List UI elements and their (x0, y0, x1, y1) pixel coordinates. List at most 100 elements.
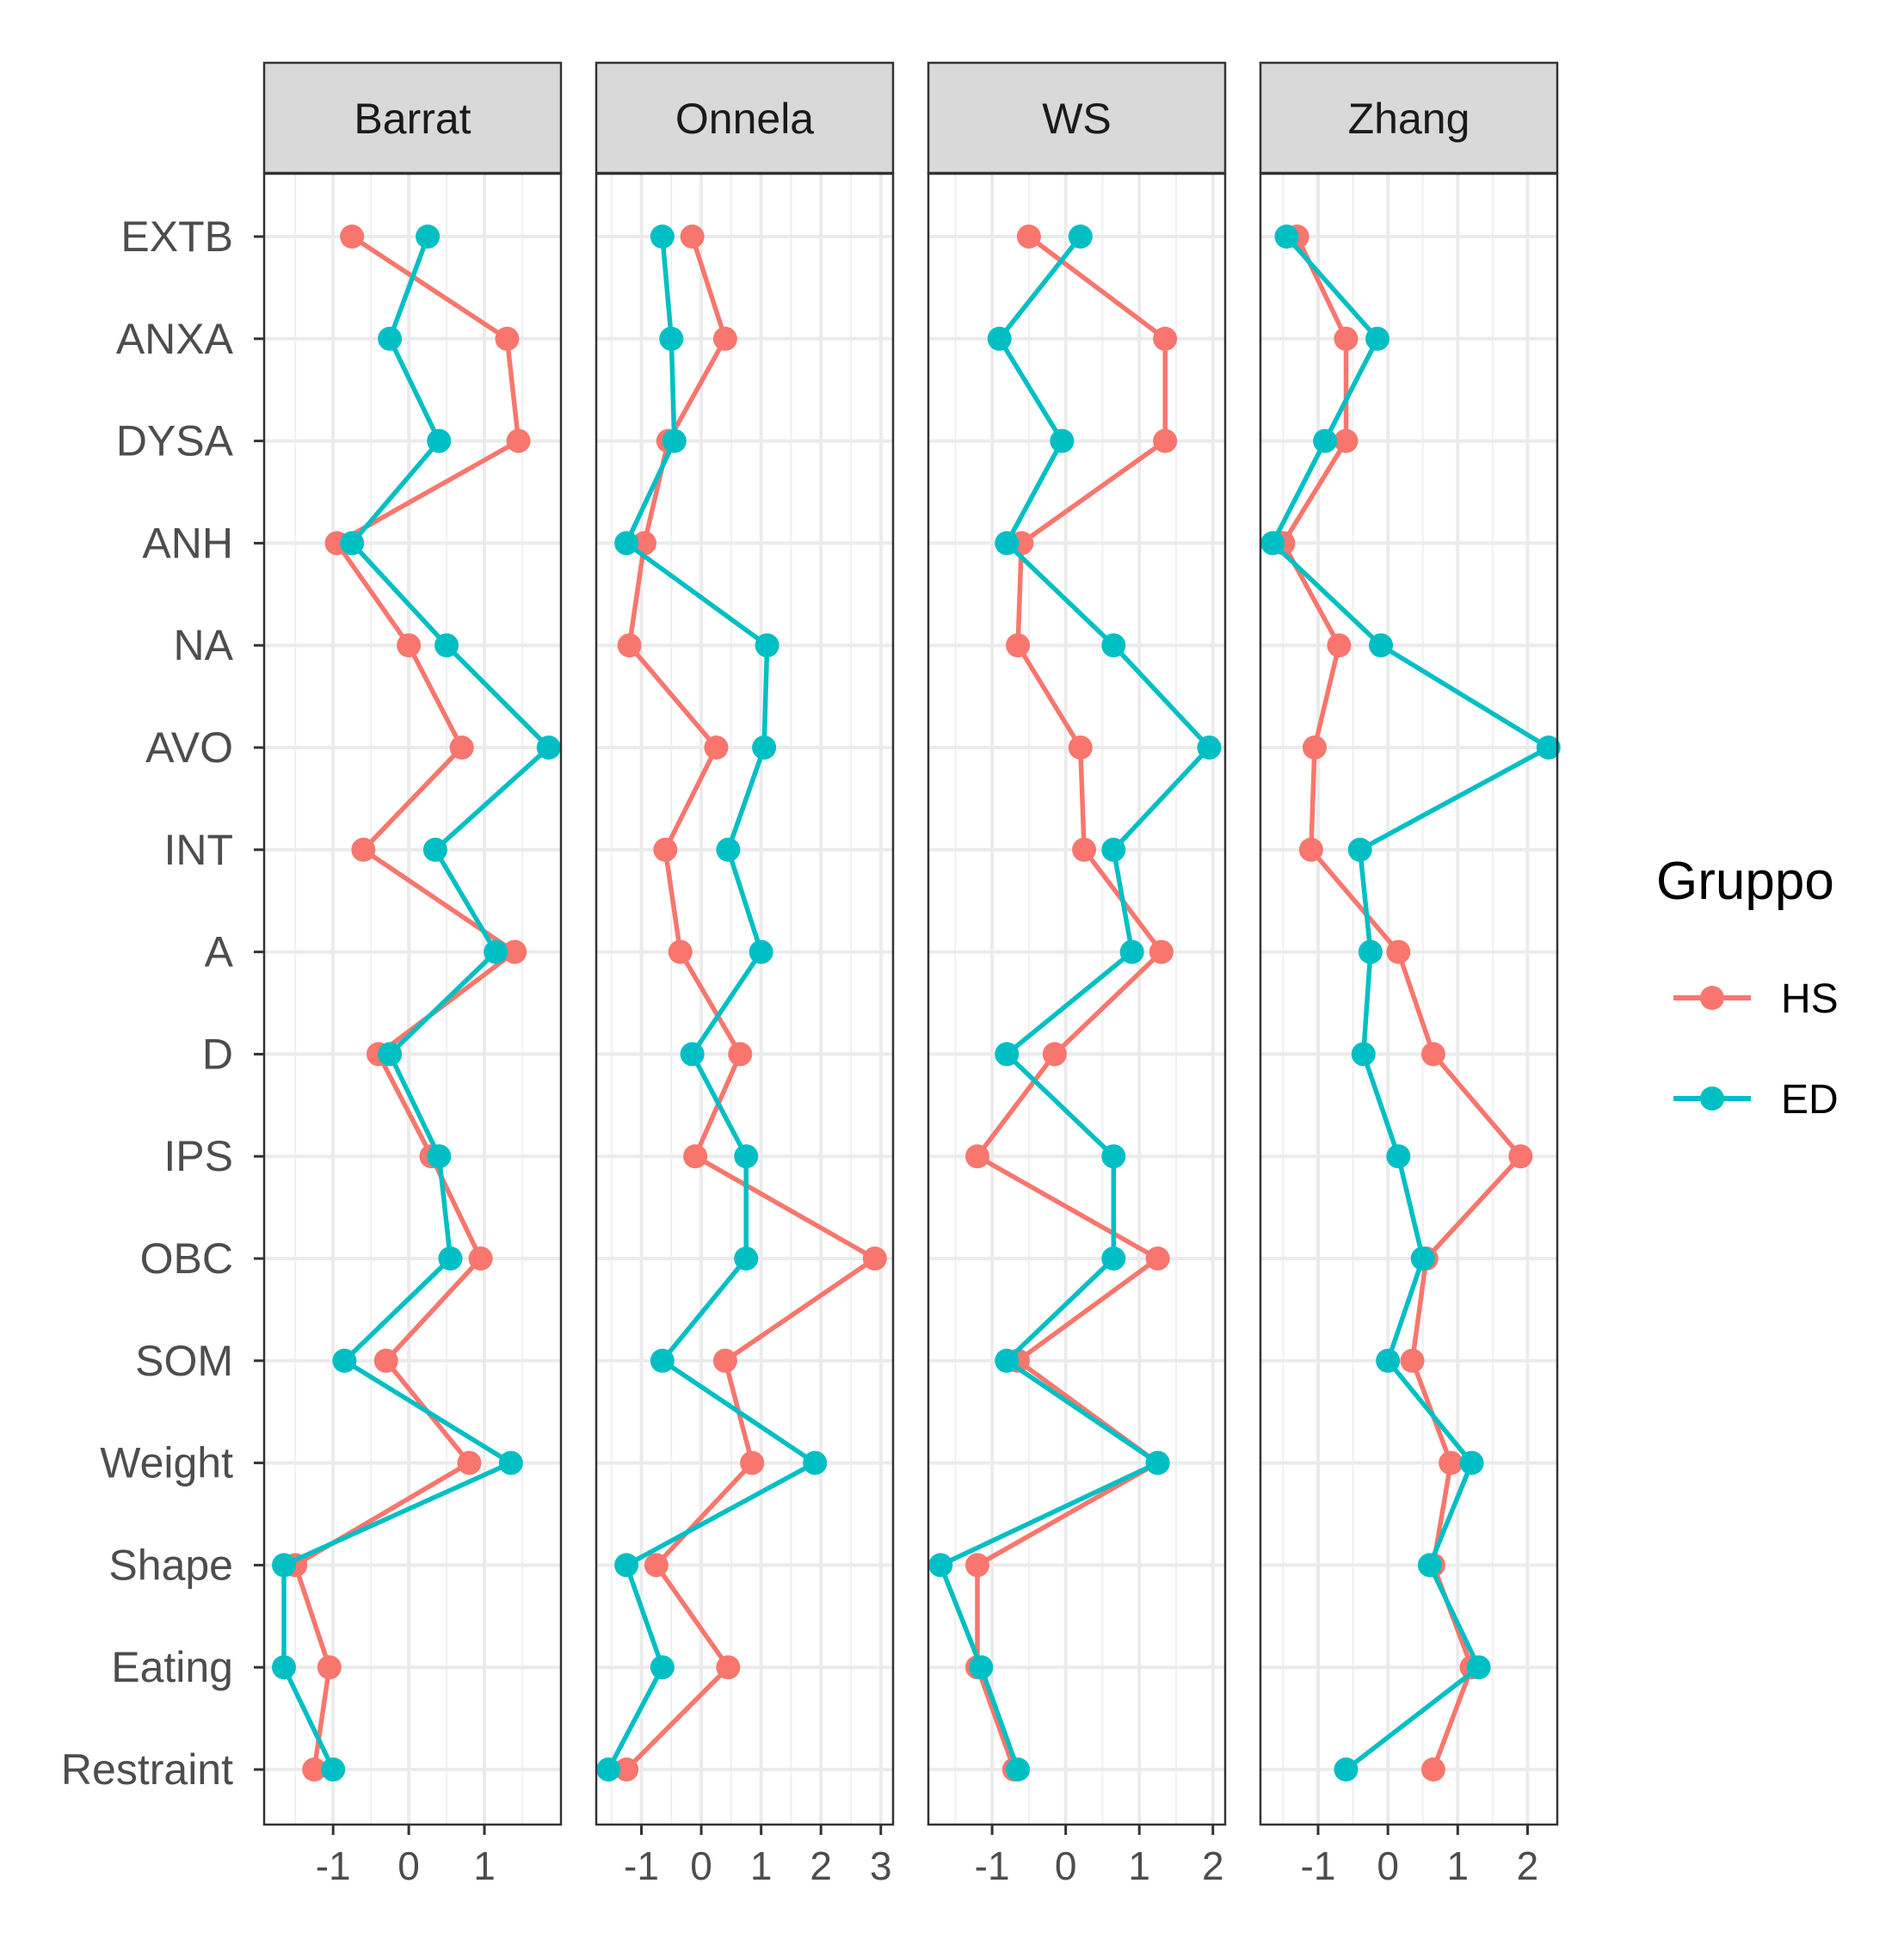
data-point-ed-obc (1410, 1246, 1435, 1271)
series-line-hs-onnela (625, 236, 878, 1771)
data-point-ed-anxa (378, 326, 403, 351)
data-point-ed-na (434, 633, 459, 658)
y-tick-label-anh: ANH (142, 519, 233, 567)
series-line-ed-zhang (1270, 235, 1551, 1772)
y-tick-label-restraint: Restraint (61, 1745, 233, 1794)
data-point-ed-a (1358, 939, 1383, 964)
data-point-ed-anxa (1365, 326, 1389, 351)
strip-barrat (262, 61, 563, 175)
x-tick-label: -1 (624, 1843, 659, 1888)
data-point-hs-a (1149, 939, 1174, 964)
data-point-hs-a (1386, 939, 1411, 964)
data-point-ed-d (1351, 1042, 1376, 1067)
data-point-ed-na (1369, 633, 1394, 658)
data-point-ed-extb (1274, 225, 1299, 249)
y-tick-label-int: INT (163, 826, 233, 874)
data-point-hs-d (1420, 1042, 1445, 1067)
data-point-ed-extb (416, 225, 441, 249)
data-point-ed-restraint (1334, 1757, 1359, 1782)
data-point-hs-anxa (712, 326, 737, 351)
x-tick-label: 1 (473, 1843, 496, 1888)
panel-background-zhang (1260, 174, 1557, 1825)
data-point-ed-anh (614, 531, 639, 556)
data-point-ed-extb (650, 225, 675, 249)
series-line-ed-ws (938, 235, 1212, 1770)
data-point-ed-int (422, 837, 447, 862)
data-point-hs-som (712, 1348, 737, 1373)
data-point-ed-shape (928, 1553, 953, 1578)
data-point-ed-a (1119, 939, 1144, 964)
data-point-hs-extb (1016, 225, 1041, 249)
data-point-hs-int (1072, 837, 1097, 862)
y-tick-label-d: D (202, 1030, 233, 1078)
data-point-hs-weight (457, 1450, 482, 1475)
data-point-hs-restraint (614, 1757, 639, 1782)
x-tick-label: -1 (316, 1843, 351, 1888)
data-point-hs-anxa (1153, 326, 1178, 351)
data-point-hs-dysa (506, 428, 531, 453)
y-tick-label-ips: IPS (163, 1132, 233, 1180)
legend-title: Gruppo (1656, 852, 1834, 911)
strip-zhang (1259, 61, 1559, 175)
data-point-hs-shape (644, 1553, 669, 1578)
data-point-hs-anxa (495, 326, 520, 351)
data-point-hs-avo (1068, 736, 1093, 760)
x-tick-label: 0 (690, 1843, 712, 1888)
data-point-hs-int (653, 837, 678, 862)
data-point-ed-anh (995, 531, 1020, 556)
data-point-hs-na (617, 633, 642, 658)
strip-label-zhang: Zhang (1348, 95, 1470, 143)
data-point-ed-weight (1145, 1450, 1170, 1475)
x-tick-label: 1 (750, 1843, 773, 1888)
strip-label-onnela: Onnela (675, 95, 814, 143)
data-point-hs-extb (680, 225, 705, 249)
data-point-hs-som (373, 1348, 398, 1373)
x-tick-label: 3 (870, 1843, 892, 1888)
data-point-ed-obc (734, 1246, 759, 1271)
series-line-hs-zhang (1280, 235, 1524, 1770)
y-tick-label-na: NA (174, 621, 234, 669)
strip-ws (927, 61, 1227, 175)
data-point-hs-ips (683, 1144, 708, 1169)
x-tick-label: 0 (1377, 1843, 1399, 1888)
data-point-ed-extb (1068, 225, 1093, 249)
data-point-ed-shape (272, 1553, 297, 1578)
data-point-hs-na (397, 633, 422, 658)
data-point-ed-ips (1101, 1144, 1126, 1169)
legend-key-ed: ED (1673, 1077, 1839, 1123)
data-point-hs-dysa (1334, 428, 1359, 453)
data-point-ed-weight (1459, 1450, 1484, 1475)
data-point-ed-na (755, 633, 779, 658)
panel-border-barrat (262, 172, 563, 1826)
data-point-hs-avo (1302, 736, 1327, 760)
data-point-ed-avo (536, 736, 561, 760)
data-point-ed-d (995, 1042, 1020, 1067)
data-point-ed-som (995, 1348, 1020, 1373)
data-point-ed-d (680, 1042, 705, 1067)
panel-border-onnela (595, 172, 895, 1826)
y-tick-label-eating: Eating (111, 1643, 233, 1691)
data-point-hs-obc (862, 1246, 887, 1271)
data-point-ed-dysa (662, 428, 687, 453)
y-tick-label-a: A (205, 928, 234, 976)
data-point-ed-obc (1101, 1246, 1126, 1271)
legend-label-ed: ED (1781, 1077, 1839, 1123)
x-tick-label: 2 (1202, 1843, 1224, 1888)
series-line-hs-barrat (293, 234, 521, 1770)
data-point-ed-eating (272, 1655, 297, 1680)
data-point-ed-eating (1466, 1655, 1491, 1680)
data-point-ed-dysa (1050, 428, 1075, 453)
data-point-ed-obc (438, 1246, 463, 1271)
panel-background-onnela (596, 174, 893, 1825)
strip-label-barrat: Barrat (354, 95, 471, 143)
data-point-ed-som (1376, 1348, 1401, 1373)
data-point-ed-avo (1536, 736, 1561, 760)
data-point-hs-a (502, 939, 527, 964)
data-point-ed-a (484, 939, 508, 964)
data-point-ed-dysa (427, 428, 452, 453)
data-point-hs-obc (1145, 1246, 1170, 1271)
data-point-ed-weight (498, 1450, 523, 1475)
data-point-hs-anxa (1334, 326, 1359, 351)
data-point-ed-eating (969, 1655, 994, 1680)
data-point-hs-d (728, 1042, 753, 1067)
